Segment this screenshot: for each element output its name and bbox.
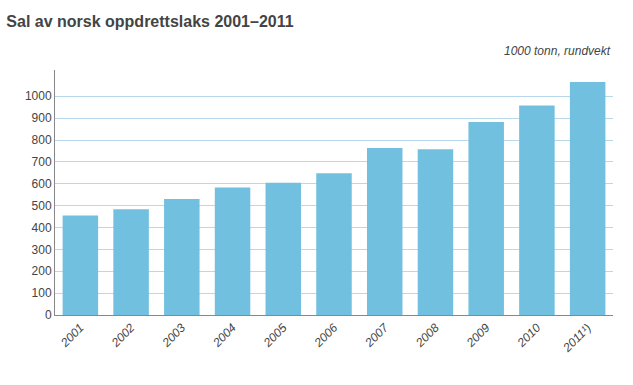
svg-text:1000: 1000 — [25, 89, 52, 103]
svg-text:2010: 2010 — [514, 321, 544, 351]
svg-text:2005: 2005 — [260, 321, 290, 351]
svg-text:200: 200 — [32, 264, 52, 278]
svg-text:2006: 2006 — [311, 321, 341, 351]
svg-text:800: 800 — [32, 133, 52, 147]
svg-text:2011¹): 2011¹) — [559, 321, 594, 356]
svg-text:1000 tonn, rundvekt: 1000 tonn, rundvekt — [504, 44, 611, 58]
svg-text:300: 300 — [32, 243, 52, 257]
svg-text:2008: 2008 — [412, 321, 442, 351]
svg-text:100: 100 — [32, 286, 52, 300]
svg-text:0: 0 — [45, 308, 52, 322]
svg-text:2007: 2007 — [362, 320, 392, 350]
svg-text:600: 600 — [32, 177, 52, 191]
svg-text:700: 700 — [32, 155, 52, 169]
svg-text:2004: 2004 — [209, 321, 239, 351]
svg-text:2002: 2002 — [108, 321, 138, 351]
svg-text:400: 400 — [32, 221, 52, 235]
svg-text:2003: 2003 — [159, 321, 189, 351]
svg-text:2009: 2009 — [463, 321, 493, 351]
svg-text:Sal av norsk oppdrettslaks 200: Sal av norsk oppdrettslaks 2001–2011 — [6, 13, 293, 30]
svg-text:2001: 2001 — [57, 321, 86, 350]
svg-text:500: 500 — [32, 199, 52, 213]
svg-text:900: 900 — [32, 111, 52, 125]
